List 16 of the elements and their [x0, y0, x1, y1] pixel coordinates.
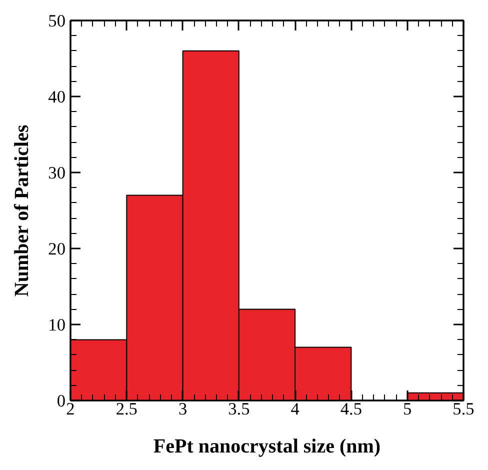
x-tick-label: 2.5 [116, 400, 138, 418]
y-tick-label: 20 [48, 240, 66, 258]
x-tick-label: 5 [403, 400, 412, 418]
x-axis-title: FePt nanocrystal size (nm) [153, 436, 381, 458]
y-axis-title: Number of Particles [11, 124, 34, 297]
x-tick-label: 5.5 [452, 400, 474, 418]
x-tick-label: 2 [66, 400, 75, 418]
y-tick-label: 30 [48, 164, 66, 182]
y-tick-label: 10 [48, 316, 66, 334]
y-tick-label: 40 [48, 88, 66, 106]
x-tick-label: 4 [290, 400, 300, 418]
y-tick-label: 50 [48, 12, 66, 30]
x-tick-label: 4.5 [340, 400, 362, 418]
x-tick-label: 3.5 [228, 400, 250, 418]
y-tick-label: 0 [56, 392, 66, 410]
x-tick-label: 3 [178, 400, 188, 418]
